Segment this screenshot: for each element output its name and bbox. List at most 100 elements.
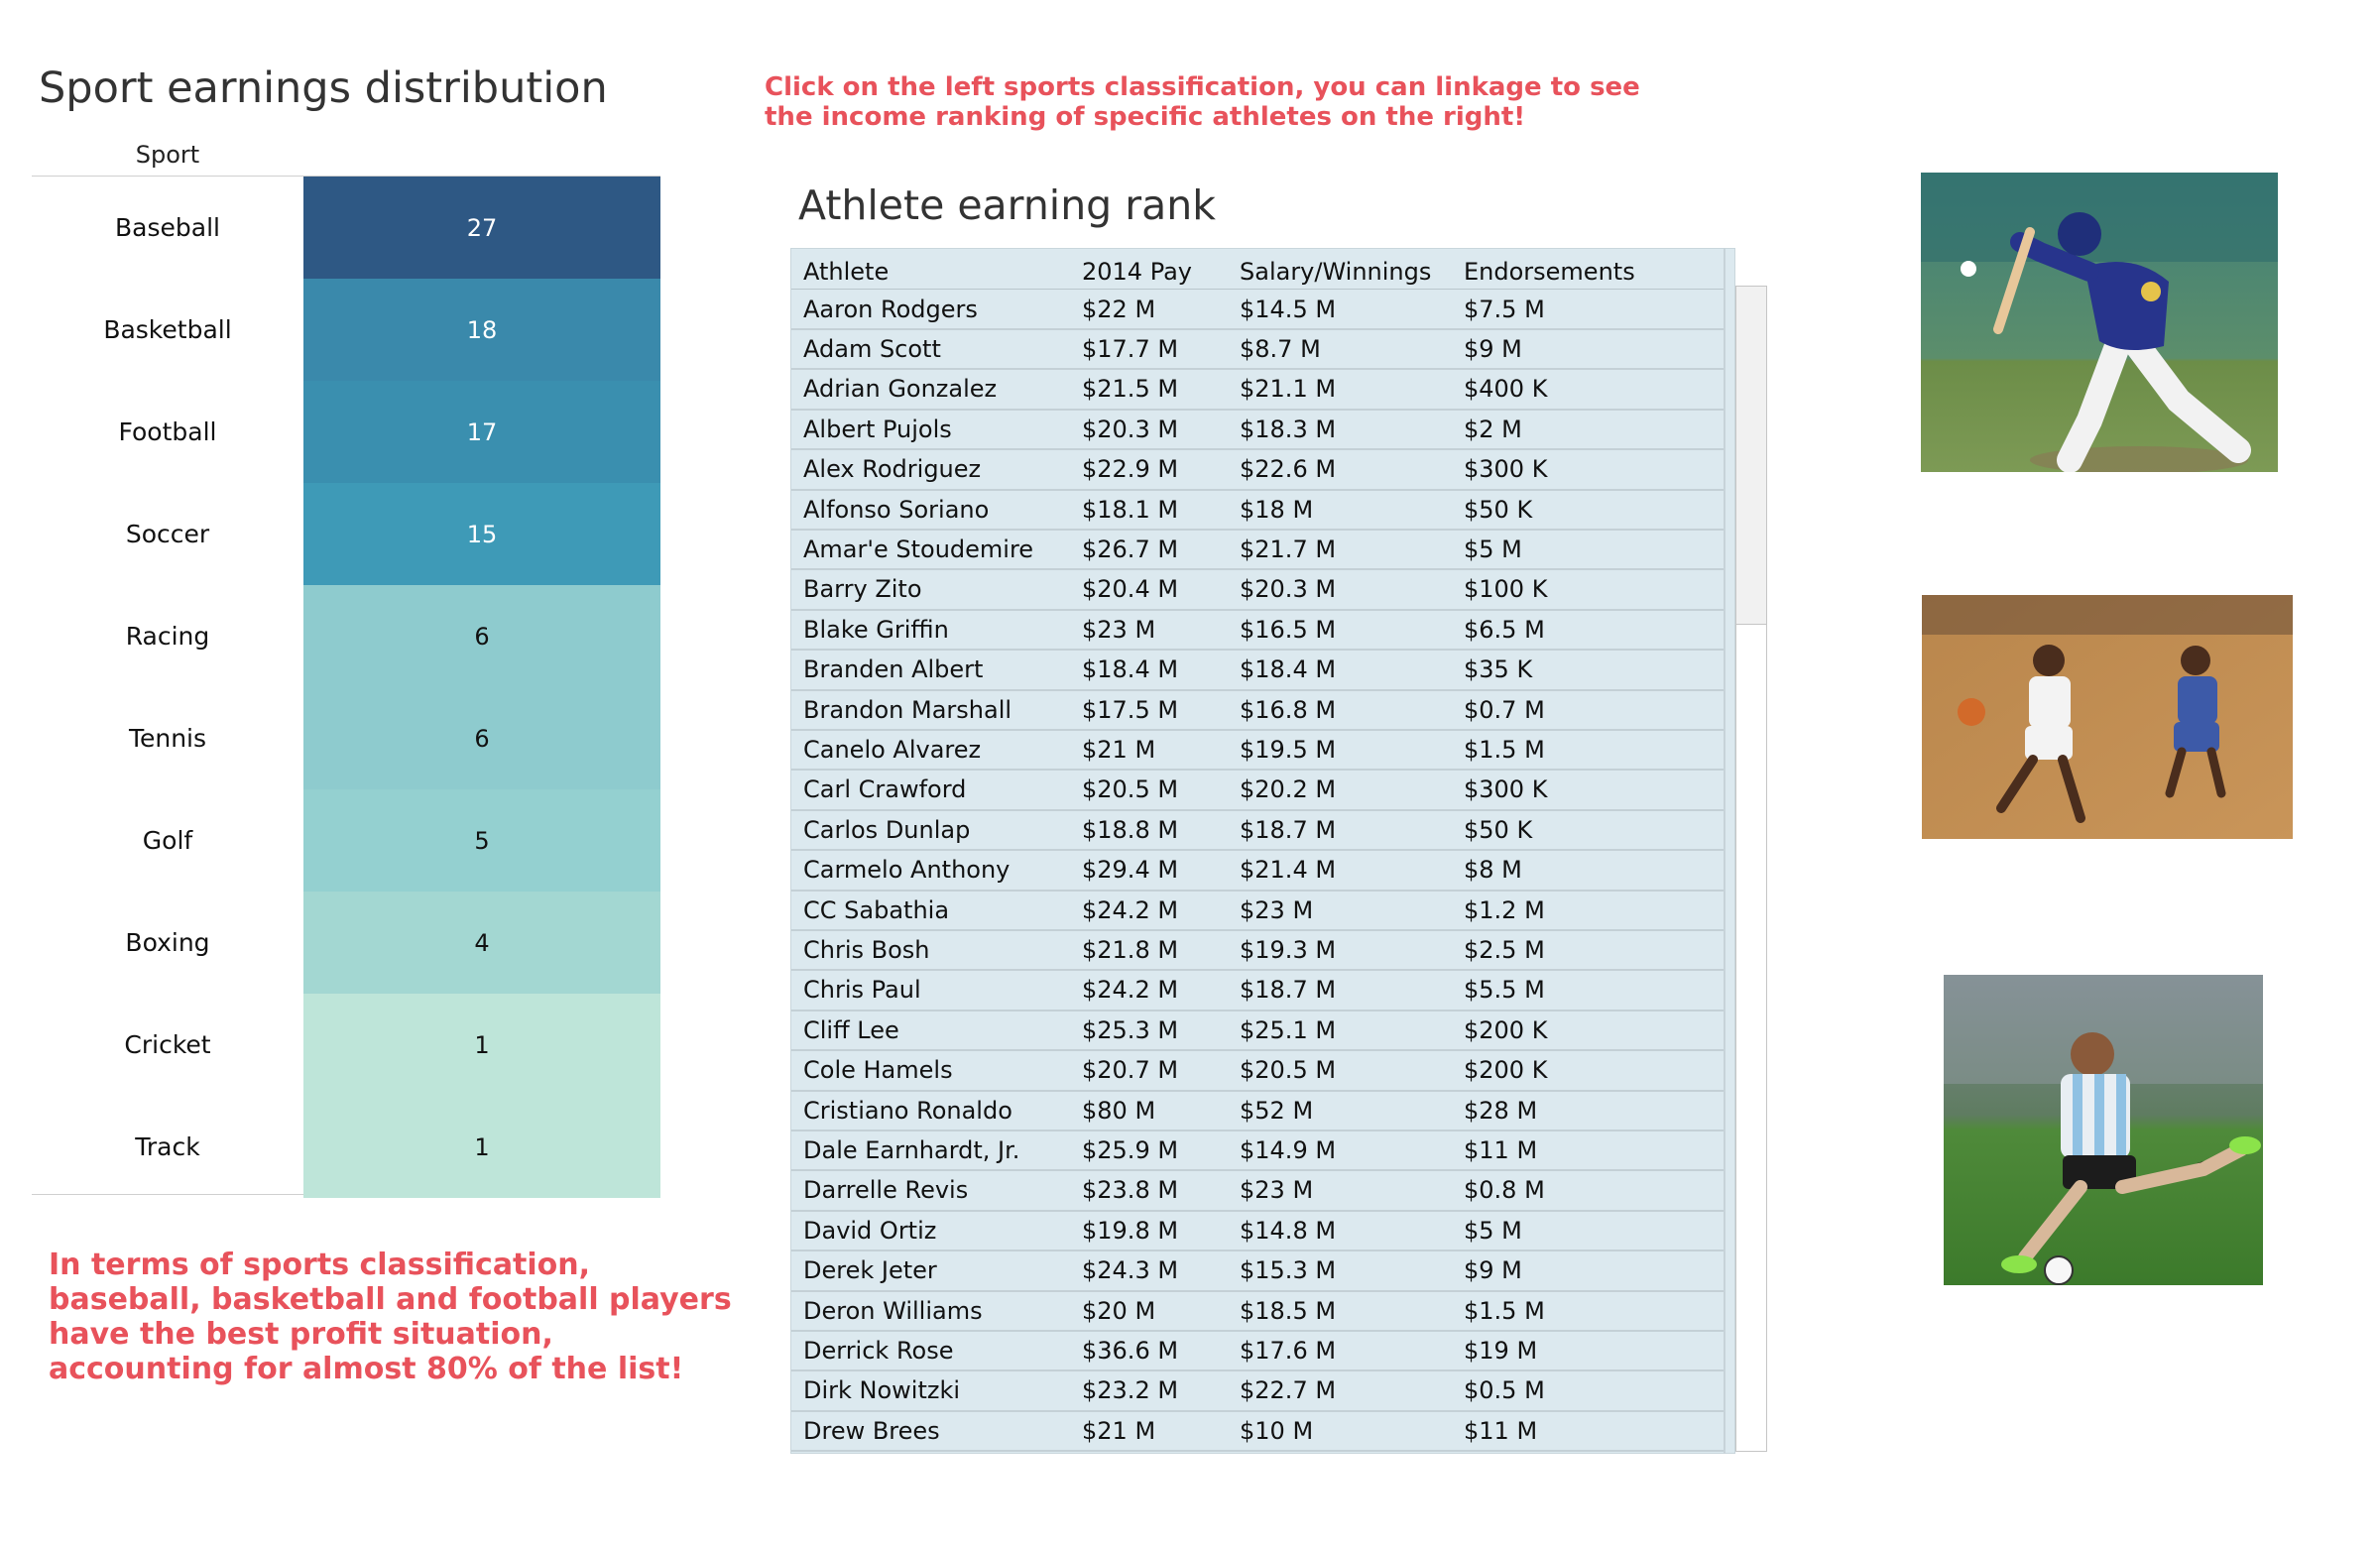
sport-count-cell[interactable]: 4 <box>303 892 660 994</box>
sport-row-baseball[interactable]: Baseball 27 <box>32 177 660 279</box>
endorsements-cell: $2 M <box>1464 415 1522 443</box>
athlete-name-cell: Alex Rodriguez <box>803 455 982 484</box>
sport-row-racing[interactable]: Racing 6 <box>32 585 660 687</box>
table-row[interactable]: Albert Pujols $20.3 M $18.3 M $2 M <box>791 410 1724 451</box>
table-row[interactable]: Chris Paul $24.2 M $18.7 M $5.5 M <box>791 971 1724 1012</box>
table-row[interactable]: Drew Brees $21 M $10 M $11 M <box>791 1411 1724 1453</box>
athlete-name-cell: Carmelo Anthony <box>803 856 1011 885</box>
sport-count-cell[interactable]: 27 <box>303 177 660 279</box>
table-row[interactable]: Alex Rodriguez $22.9 M $22.6 M $300 K <box>791 450 1724 491</box>
table-row[interactable]: Cole Hamels $20.7 M $20.5 M $200 K <box>791 1051 1724 1092</box>
salary-winnings-cell: $18.7 M <box>1240 976 1337 1005</box>
endorsements-cell: $8 M <box>1464 856 1522 885</box>
table-row[interactable]: Canelo Alvarez $21 M $19.5 M $1.5 M <box>791 730 1724 772</box>
table-row[interactable]: Branden Albert $18.4 M $18.4 M $35 K <box>791 651 1724 691</box>
table-row[interactable]: Barry Zito $20.4 M $20.3 M $100 K <box>791 570 1724 611</box>
hint-text: Click on the left sports classification,… <box>765 72 1640 132</box>
table-row[interactable]: Adam Scott $17.7 M $8.7 M $9 M <box>791 329 1724 371</box>
sport-row-basketball[interactable]: Basketball 18 <box>32 279 660 381</box>
endorsements-cell: $28 M <box>1464 1096 1538 1125</box>
table-row[interactable]: Carlos Dunlap $18.8 M $18.7 M $50 K <box>791 810 1724 852</box>
sport-count-cell[interactable]: 1 <box>303 1096 660 1198</box>
sport-count-cell[interactable]: 5 <box>303 789 660 892</box>
sport-label[interactable]: Soccer <box>125 520 210 548</box>
table-row[interactable]: Derek Jeter $24.3 M $15.3 M $9 M <box>791 1251 1724 1292</box>
table-row[interactable]: Cristiano Ronaldo $80 M $52 M $28 M <box>791 1091 1724 1131</box>
athlete-name-cell: Adrian Gonzalez <box>803 375 998 404</box>
column-header-salary-winnings[interactable]: Salary/Winnings <box>1240 258 1432 286</box>
sport-label[interactable]: Baseball <box>115 213 220 242</box>
table-row[interactable]: Dale Earnhardt, Jr. $25.9 M $14.9 M $11 M <box>791 1130 1724 1172</box>
sport-label[interactable]: Golf <box>142 826 193 855</box>
table-row[interactable]: Adrian Gonzalez $21.5 M $21.1 M $400 K <box>791 370 1724 411</box>
sport-count-cell[interactable]: 15 <box>303 483 660 585</box>
sport-row-soccer[interactable]: Soccer 15 <box>32 483 660 585</box>
table-scrollbar[interactable] <box>1735 286 1767 1452</box>
salary-winnings-cell: $19.5 M <box>1240 735 1337 764</box>
pay-2014-cell: $20.7 M <box>1082 1056 1179 1085</box>
table-row[interactable]: David Ortiz $19.8 M $14.8 M $5 M <box>791 1211 1724 1252</box>
endorsements-cell: $1.2 M <box>1464 895 1545 924</box>
sport-row-boxing[interactable]: Boxing 4 <box>32 892 660 994</box>
sport-row-track[interactable]: Track 1 <box>32 1096 660 1198</box>
pay-2014-cell: $21 M <box>1082 735 1156 764</box>
table-row[interactable]: Carmelo Anthony $29.4 M $21.4 M $8 M <box>791 851 1724 892</box>
table-row[interactable]: Darrelle Revis $23.8 M $23 M $0.8 M <box>791 1171 1724 1212</box>
table-row[interactable]: Amar'e Stoudemire $26.7 M $21.7 M $5 M <box>791 530 1724 571</box>
salary-winnings-cell: $18 M <box>1240 495 1314 524</box>
pay-2014-cell: $24.3 M <box>1082 1256 1179 1285</box>
pay-2014-cell: $24.2 M <box>1082 895 1179 924</box>
endorsements-cell: $5 M <box>1464 1216 1522 1245</box>
table-row[interactable]: Derrick Rose $36.6 M $17.6 M $19 M <box>791 1331 1724 1372</box>
pay-2014-cell: $26.7 M <box>1082 535 1179 563</box>
table-row[interactable]: Blake Griffin $23 M $16.5 M $6.5 M <box>791 610 1724 652</box>
athlete-name-cell: Dale Earnhardt, Jr. <box>803 1135 1020 1164</box>
athlete-name-cell: Deron Williams <box>803 1296 983 1325</box>
sport-row-tennis[interactable]: Tennis 6 <box>32 687 660 789</box>
endorsements-cell: $11 M <box>1464 1416 1538 1445</box>
sport-row-football[interactable]: Football 17 <box>32 381 660 483</box>
sport-distribution-title: Sport earnings distribution <box>39 63 608 113</box>
table-row[interactable]: Chris Bosh $21.8 M $19.3 M $2.5 M <box>791 930 1724 972</box>
pay-2014-cell: $36.6 M <box>1082 1336 1179 1365</box>
sport-label[interactable]: Tennis <box>128 724 207 753</box>
table-row[interactable]: Deron Williams $20 M $18.5 M $1.5 M <box>791 1291 1724 1332</box>
column-header-athlete[interactable]: Athlete <box>803 258 890 286</box>
table-row[interactable]: Cliff Lee $25.3 M $25.1 M $200 K <box>791 1011 1724 1052</box>
salary-winnings-cell: $21.4 M <box>1240 856 1337 885</box>
sport-count-cell[interactable]: 6 <box>303 687 660 789</box>
sport-row-cricket[interactable]: Cricket 1 <box>32 994 660 1096</box>
sport-count-cell[interactable]: 1 <box>303 994 660 1096</box>
athlete-name-cell: Alfonso Soriano <box>803 495 990 524</box>
table-row[interactable]: CC Sabathia $24.2 M $23 M $1.2 M <box>791 891 1724 931</box>
sport-label[interactable]: Football <box>118 417 217 446</box>
sport-label[interactable]: Boxing <box>125 928 210 957</box>
sport-count-cell[interactable]: 17 <box>303 381 660 483</box>
athlete-name-cell: Cole Hamels <box>803 1056 953 1085</box>
sport-label[interactable]: Racing <box>125 622 210 651</box>
column-header-2014-pay[interactable]: 2014 Pay <box>1082 258 1193 286</box>
table-row[interactable]: Alfonso Soriano $18.1 M $18 M $50 K <box>791 490 1724 531</box>
sport-label[interactable]: Cricket <box>124 1030 211 1059</box>
salary-winnings-cell: $22.7 M <box>1240 1376 1337 1405</box>
pay-2014-cell: $22 M <box>1082 295 1156 323</box>
scrollbar-thumb[interactable] <box>1736 287 1766 625</box>
sport-count-cell[interactable]: 18 <box>303 279 660 381</box>
table-row[interactable]: Carl Crawford $20.5 M $20.2 M $300 K <box>791 771 1724 811</box>
endorsements-cell: $400 K <box>1464 375 1548 404</box>
endorsements-cell: $11 M <box>1464 1135 1538 1164</box>
sport-label[interactable]: Basketball <box>103 315 232 344</box>
column-header-endorsements[interactable]: Endorsements <box>1464 258 1635 286</box>
endorsements-cell: $2.5 M <box>1464 935 1545 964</box>
pay-2014-cell: $24.2 M <box>1082 976 1179 1005</box>
salary-winnings-cell: $18.3 M <box>1240 415 1337 443</box>
salary-winnings-cell: $18.7 M <box>1240 815 1337 844</box>
table-row[interactable]: Brandon Marshall $17.5 M $16.8 M $0.7 M <box>791 690 1724 731</box>
salary-winnings-cell: $21.1 M <box>1240 375 1337 404</box>
sport-count-cell[interactable]: 6 <box>303 585 660 687</box>
sport-row-golf[interactable]: Golf 5 <box>32 789 660 892</box>
salary-winnings-cell: $21.7 M <box>1240 535 1337 563</box>
table-row[interactable]: Dirk Nowitzki $23.2 M $22.7 M $0.5 M <box>791 1371 1724 1412</box>
sport-label[interactable]: Track <box>135 1132 200 1161</box>
table-row[interactable]: Aaron Rodgers $22 M $14.5 M $7.5 M <box>791 290 1724 330</box>
